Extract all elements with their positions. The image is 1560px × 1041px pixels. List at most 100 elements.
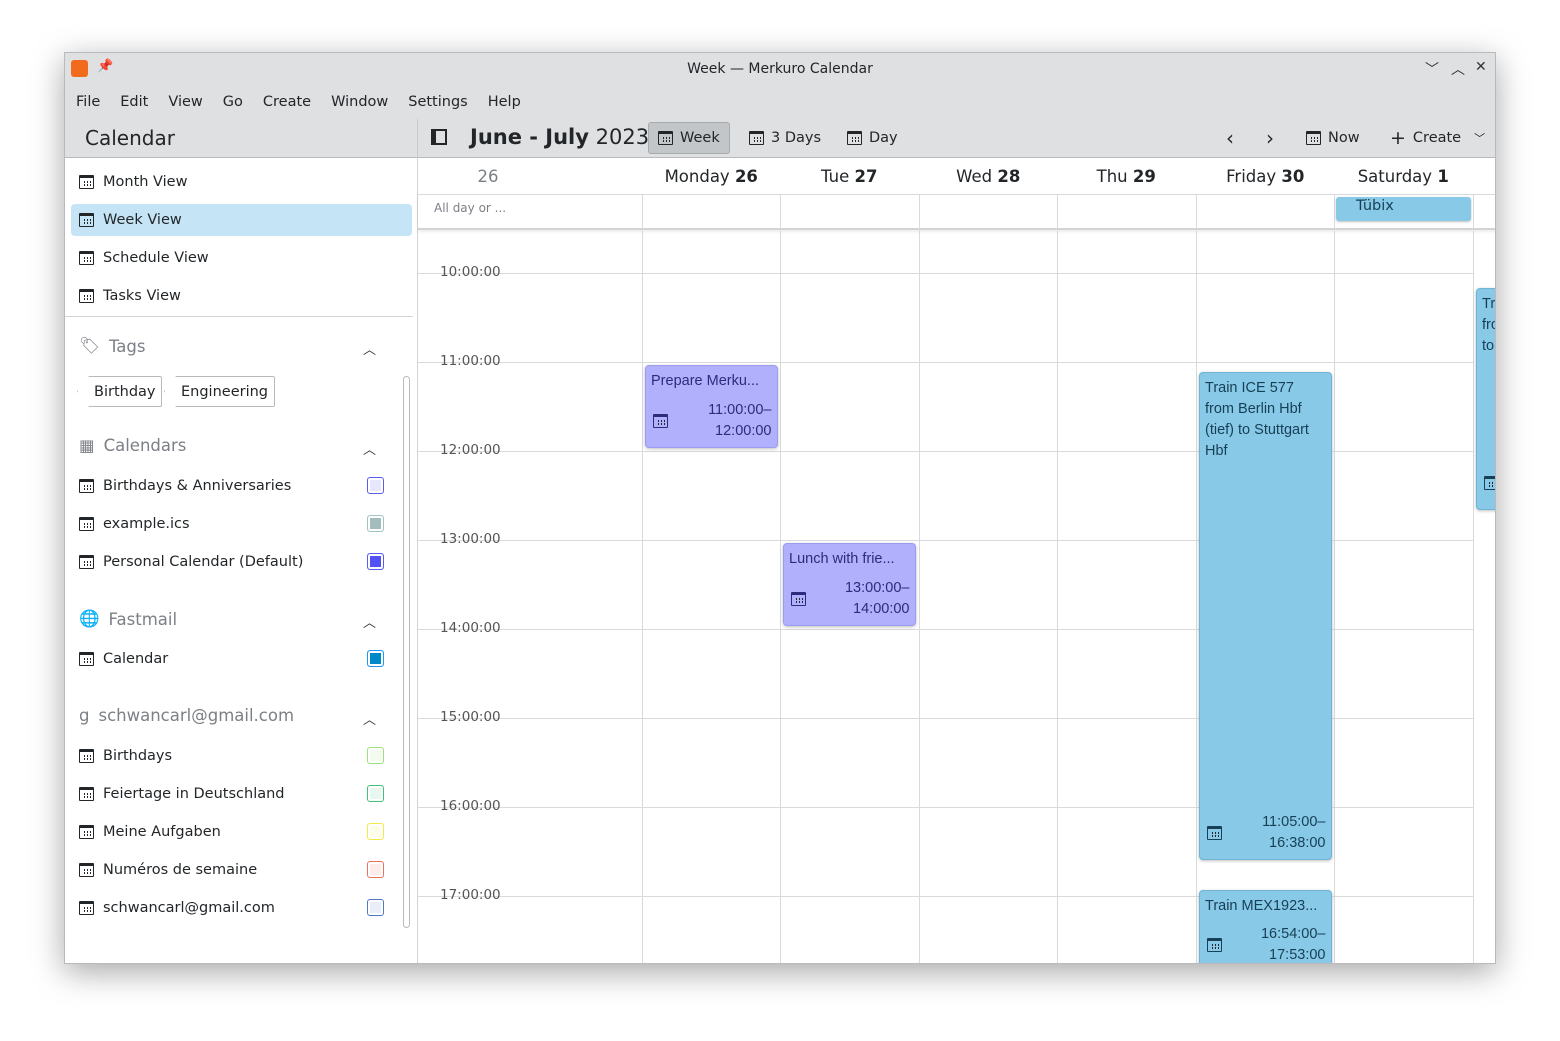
tag-engineering[interactable]: Engineering: [164, 376, 275, 407]
day-name: Thu: [1096, 166, 1128, 186]
next-icon[interactable]: ›: [1266, 126, 1274, 150]
event-time: 13:00:00– 14:00:00: [845, 578, 910, 620]
section-header-2[interactable]: g schwancarl@gmail.com: [79, 706, 359, 725]
pin-icon[interactable]: 📌: [97, 59, 114, 74]
calendar-color-checkbox[interactable]: [367, 823, 384, 840]
calendar-icon: [658, 131, 673, 145]
calendar-icon: [749, 131, 764, 145]
hour-line: [418, 362, 1473, 363]
close-icon[interactable]: ✕: [1475, 59, 1487, 75]
day-name: Friday: [1226, 166, 1277, 186]
day-header[interactable]: Sunday 2: [1452, 158, 1495, 194]
create-button[interactable]: + Create ﹀: [1381, 122, 1494, 154]
calendar-color-checkbox[interactable]: [367, 477, 384, 494]
calendar-item[interactable]: Feiertage in Deutschland: [79, 779, 359, 809]
calendar-color-checkbox[interactable]: [367, 747, 384, 764]
column-divider: [642, 194, 643, 963]
calendar-event[interactable]: Train ICE 577 from Berlin Hbf (tief) to …: [1199, 372, 1332, 861]
day-number: 29: [1132, 166, 1156, 186]
menu-go[interactable]: Go: [222, 94, 243, 110]
minimize-icon[interactable]: ﹀: [1425, 62, 1439, 78]
menu-edit[interactable]: Edit: [120, 94, 149, 110]
calendar-color-checkbox[interactable]: [367, 861, 384, 878]
event-title: Lunch with frie...: [789, 551, 895, 567]
section-title: Fastmail: [108, 609, 178, 629]
sidebar-item-month-view[interactable]: Month View: [71, 166, 412, 198]
section-header-1[interactable]: 🌐 Fastmail: [79, 609, 359, 629]
globe-icon: 🌐: [79, 609, 100, 628]
week-view-button[interactable]: Week: [648, 122, 730, 154]
calendar-item[interactable]: Birthdays & Anniversaries: [79, 471, 359, 501]
tags-header[interactable]: 🏷 Tags: [79, 336, 359, 356]
calendar-color-checkbox[interactable]: [367, 899, 384, 916]
calendar-event[interactable]: Train ICE 1116 from Stuttgart Hbf to Kob…: [1476, 287, 1495, 511]
day-header[interactable]: Saturday 1: [1313, 158, 1493, 194]
day-header[interactable]: Thu 29: [1036, 158, 1216, 194]
menu-file[interactable]: File: [76, 94, 101, 110]
day-header[interactable]: Tue 27: [759, 158, 939, 194]
google-icon: g: [79, 706, 90, 725]
column-divider: [780, 194, 781, 963]
calendar-name: schwancarl@gmail.com: [103, 900, 275, 916]
tag-birthday[interactable]: Birthday: [77, 376, 163, 407]
window-title: Week — Merkuro Calendar: [687, 61, 873, 77]
calendar-icon: [79, 479, 94, 493]
chevron-up-icon[interactable]: ︿: [363, 713, 377, 728]
calendar-color-checkbox[interactable]: [367, 785, 384, 802]
calendar-item[interactable]: example.ics: [79, 509, 359, 539]
maximize-icon[interactable]: ︿: [1451, 62, 1465, 78]
event-end: 17:53:00: [1269, 946, 1326, 963]
menu-settings[interactable]: Settings: [408, 94, 468, 110]
menu-create[interactable]: Create: [262, 94, 312, 110]
sidebar-item-label: Month View: [103, 174, 188, 190]
menu-window[interactable]: Window: [331, 94, 389, 110]
now-button[interactable]: Now: [1297, 122, 1369, 154]
hour-line: [418, 718, 1473, 719]
sidebar-scrollbar[interactable]: [403, 376, 410, 928]
event-footer: 10:08:00–12:42:00: [1482, 462, 1495, 504]
calendar-item[interactable]: Personal Calendar (Default): [79, 547, 359, 577]
collapse-sidebar-icon[interactable]: [431, 129, 447, 145]
calendar-icon: [847, 131, 862, 145]
calendar-item[interactable]: Birthdays: [79, 741, 359, 771]
menu-view[interactable]: View: [168, 94, 203, 110]
time-label: 11:00:00: [440, 353, 501, 369]
calendar-name: example.ics: [103, 516, 190, 532]
menu-help[interactable]: Help: [487, 94, 521, 110]
calendar-event[interactable]: Prepare Merku... 11:00:00– 12:00:00: [645, 365, 778, 448]
calendar-color-checkbox[interactable]: [367, 650, 384, 667]
day-header[interactable]: Wed 28: [898, 158, 1078, 194]
three-days-button[interactable]: 3 Days: [740, 122, 830, 154]
week-number: 26: [477, 166, 499, 186]
previous-icon[interactable]: ‹: [1226, 126, 1234, 150]
event-end: 14:00:00: [853, 601, 910, 617]
chevron-up-icon[interactable]: ︿: [363, 443, 377, 458]
calendar-event[interactable]: Lunch with frie... 13:00:00– 14:00:00: [783, 543, 916, 626]
calendar-icon: [1207, 826, 1222, 841]
section-title: schwancarl@gmail.com: [98, 706, 295, 725]
calendar-event[interactable]: Train MEX1923... 16:54:00– 17:53:00: [1199, 890, 1332, 963]
plus-icon: +: [1390, 127, 1406, 149]
calendar-color-checkbox[interactable]: [367, 553, 384, 570]
day-header[interactable]: Friday 30: [1175, 158, 1355, 194]
calendar-icon: [79, 555, 94, 569]
week-view: 26 Monday 26 Tue 27 Wed 28 Thu 29 Friday 30 Sa…: [418, 158, 1495, 963]
chevron-up-icon[interactable]: ︿: [363, 616, 377, 631]
day-view-button[interactable]: Day: [838, 122, 907, 154]
calendar-item[interactable]: Calendar: [79, 644, 359, 674]
calendar-color-checkbox[interactable]: [367, 515, 384, 532]
sidebar-item-week-view[interactable]: Week View: [71, 204, 412, 236]
calendar-item[interactable]: Numéros de semaine: [79, 855, 359, 885]
section-header-0[interactable]: ▦ Calendars: [79, 436, 359, 455]
create-label: Create: [1412, 130, 1462, 146]
day-header[interactable]: Monday 26: [621, 158, 801, 194]
sidebar-item-tasks-view[interactable]: Tasks View: [71, 280, 412, 312]
all-day-event[interactable]: Tübix: [1336, 197, 1471, 221]
calendar-icon: [1207, 937, 1222, 952]
sidebar-item-schedule-view[interactable]: Schedule View: [71, 242, 412, 274]
calendar-item[interactable]: Meine Aufgaben: [79, 817, 359, 847]
day-name: Monday: [664, 166, 730, 186]
calendar-item[interactable]: schwancarl@gmail.com: [79, 893, 359, 923]
time-label: 12:00:00: [440, 442, 501, 458]
chevron-up-icon[interactable]: ︿: [363, 343, 377, 358]
